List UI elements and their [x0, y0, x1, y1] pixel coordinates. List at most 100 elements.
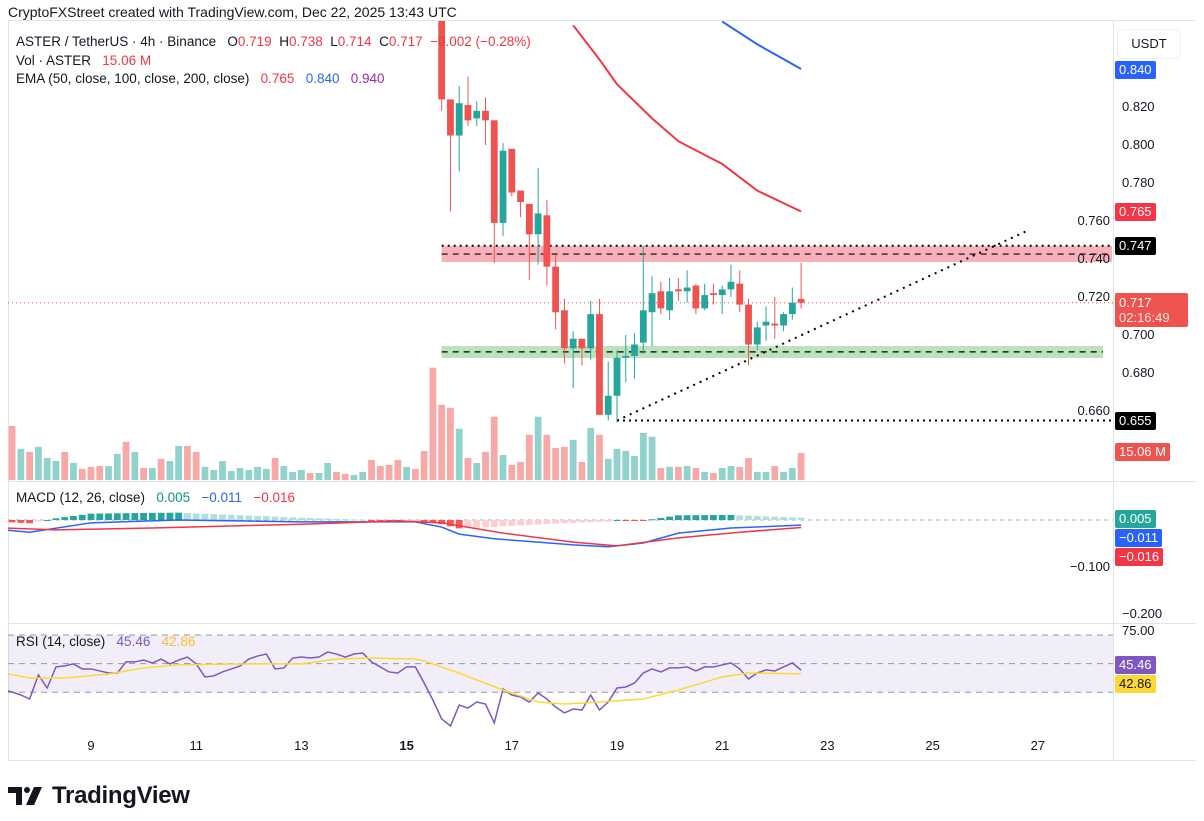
volume-bar — [148, 467, 156, 480]
candle-body — [718, 289, 726, 296]
macd-histogram-bar — [122, 513, 130, 520]
volume-bar — [122, 441, 130, 480]
candle-body — [464, 105, 472, 121]
volume-label[interactable]: Vol · ASTER — [16, 53, 92, 68]
volume-bar — [289, 471, 297, 480]
volume-bar — [420, 450, 428, 480]
candle-body — [499, 150, 507, 223]
candle-body — [639, 310, 647, 343]
high-value: 0.738 — [288, 34, 323, 49]
currency-selector[interactable]: USDT — [1117, 29, 1181, 59]
ema50-value: 0.765 — [260, 71, 295, 86]
macd-histogram-bar — [184, 513, 191, 520]
volume-bar — [701, 471, 709, 480]
macd-histogram-bar — [368, 520, 375, 521]
macd-histogram-bar — [157, 512, 165, 520]
time-tick: 11 — [189, 738, 203, 753]
time-tick: 9 — [87, 738, 95, 753]
volume-bar — [131, 451, 139, 480]
macd-histogram-bar — [771, 516, 779, 520]
ema200-value: 0.940 — [350, 71, 385, 86]
time-tick: 13 — [294, 738, 309, 753]
volume-bar — [271, 457, 279, 480]
candle-body — [596, 314, 603, 415]
macd-histogram-bar — [61, 517, 69, 520]
candle-body — [631, 344, 638, 356]
rsi-label[interactable]: RSI (14, close) — [16, 634, 106, 649]
tradingview-wordmark: TradingView — [52, 782, 190, 809]
macd-histogram-bar — [701, 515, 709, 520]
volume-bar — [464, 457, 472, 480]
symbol-legend: ASTER / TetherUS · 4h · Binance O0.719 H… — [16, 34, 531, 49]
candle-body — [648, 293, 656, 313]
macd-histogram-bar — [166, 512, 174, 520]
macd-histogram-bar — [254, 515, 261, 520]
macd-histogram-bar — [797, 517, 805, 520]
candle-body — [710, 293, 717, 296]
macd-histogram-bar — [666, 516, 673, 520]
symbol-title[interactable]: ASTER / TetherUS · 4h · Binance — [16, 34, 217, 49]
macd-histogram-bar — [113, 513, 121, 520]
macd-histogram-bar — [648, 519, 656, 521]
candle-body — [780, 314, 787, 326]
rsi-badge: 45.46 — [1115, 656, 1156, 674]
macd-histogram-bar — [8, 520, 16, 523]
volume-bar — [201, 466, 209, 480]
candle-body — [604, 395, 612, 415]
macd-label[interactable]: MACD (12, 26, close) — [16, 490, 146, 505]
volume-bar — [674, 466, 682, 480]
candle-body — [578, 338, 586, 349]
volume-bar — [254, 466, 261, 480]
macd-histogram-bar — [140, 512, 147, 520]
price-pane[interactable] — [0, 0, 1113, 480]
candle-body — [587, 314, 595, 349]
macd-histogram-bar — [289, 517, 297, 520]
volume-bar — [8, 425, 16, 480]
volume-bar — [736, 466, 744, 480]
volume-bar — [718, 467, 726, 480]
candle-body — [517, 190, 524, 202]
candle-body — [657, 291, 665, 309]
macd-tick: −0.200 — [1122, 606, 1163, 621]
volume-bar — [797, 453, 805, 480]
candle-body — [613, 357, 621, 396]
ema100-value: 0.840 — [305, 71, 340, 86]
volume-bar — [482, 451, 489, 480]
tradingview-logo[interactable]: TradingView — [8, 782, 190, 810]
rsi-pane[interactable] — [3, 634, 1113, 728]
macd-histogram-bar — [148, 512, 156, 520]
volume-bar — [333, 471, 340, 480]
candle-body — [455, 103, 463, 136]
candle-body — [490, 120, 498, 223]
macd-histogram-bar — [473, 520, 481, 528]
macd-histogram-bar — [280, 516, 288, 520]
macd-histogram-bar — [490, 520, 498, 528]
macd-histogram-bar — [411, 520, 419, 521]
macd-histogram-bar — [306, 517, 314, 520]
rsi-ma-line — [8, 657, 802, 705]
macd-histogram-bar — [43, 519, 51, 521]
macd-histogram-bar — [780, 517, 787, 520]
ema50-line — [572, 24, 802, 213]
macd-histogram-bar — [561, 520, 568, 524]
volume-bar — [0, 453, 7, 480]
macd-pane[interactable] — [0, 512, 1113, 548]
volume-bar — [569, 439, 577, 480]
volume-bar — [447, 407, 454, 480]
price-tick: 0.700 — [1122, 327, 1155, 342]
volume-legend: Vol · ASTER 15.06 M — [16, 53, 151, 68]
tradingview-logo-icon — [8, 787, 42, 805]
macd-histogram-bar — [298, 517, 305, 520]
macd-histogram-bar — [745, 515, 752, 520]
price-tick: 0.780 — [1122, 175, 1155, 190]
macd-histogram-bar — [727, 514, 735, 520]
macd-histogram-bar — [210, 514, 218, 520]
ema-label[interactable]: EMA (50, close, 100, close, 200, close) — [16, 71, 250, 86]
candle-body — [622, 355, 630, 358]
macd-hist-badge: 0.005 — [1115, 510, 1156, 528]
candle-body — [736, 283, 744, 305]
volume-bar — [306, 473, 314, 480]
candle-body — [534, 213, 542, 235]
volume-bar — [411, 468, 419, 480]
